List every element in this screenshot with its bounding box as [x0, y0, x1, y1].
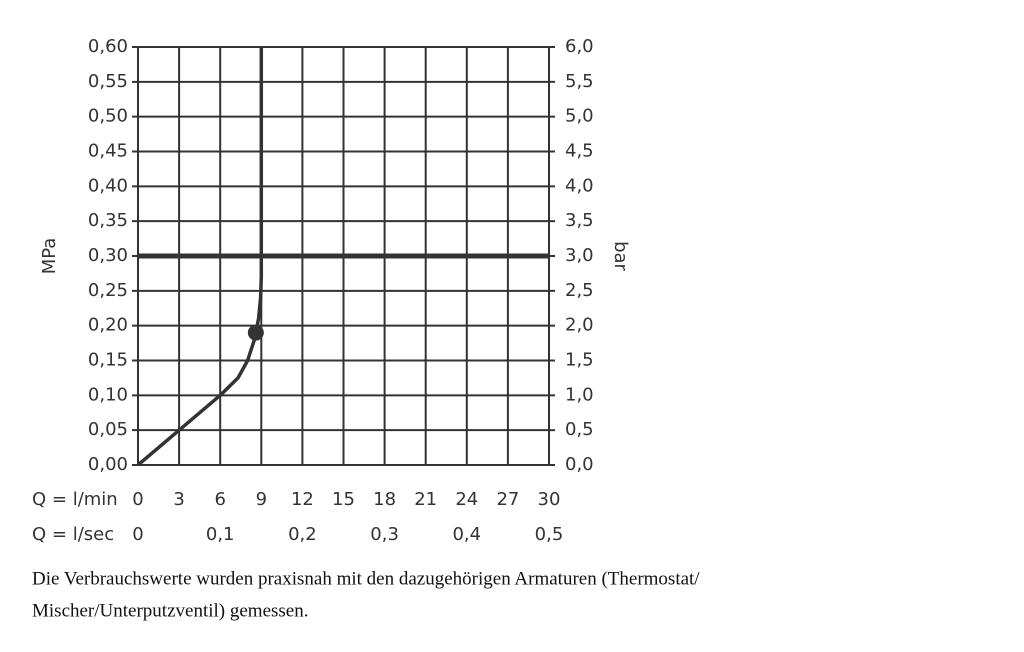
y2-tick-label: 2,0: [565, 315, 594, 336]
y2-tick-label: 0,0: [565, 454, 594, 475]
x-tick-label: 21: [414, 489, 437, 510]
x-tick-label: 6: [214, 489, 225, 510]
x2-tick-label: 0: [132, 524, 143, 545]
y2-tick-label: 4,0: [565, 175, 594, 196]
y2-tick-label: 4,5: [565, 141, 594, 162]
x-tick-label: 15: [332, 489, 355, 510]
x2-tick-label: 0,2: [288, 524, 317, 545]
caption-line: Mischer/Unterputzventil) gemessen.: [32, 600, 308, 621]
caption-line: Die Verbrauchswerte wurden praxisnah mit…: [32, 568, 700, 589]
operating-point: [247, 324, 264, 341]
y-tick-label: 0,60: [88, 36, 128, 57]
y2-tick-label: 5,5: [565, 71, 594, 92]
x-tick-label: 18: [373, 489, 396, 510]
y-tick-label: 0,25: [88, 280, 128, 301]
x-tick-label: 0: [132, 489, 143, 510]
x2-tick-label: 0,3: [370, 524, 399, 545]
x-axis-title: Q = l/min: [32, 489, 118, 510]
y-tick-label: 0,55: [88, 71, 128, 92]
y-tick-label: 0,15: [88, 350, 128, 371]
x-tick-label: 30: [538, 489, 561, 510]
x2-tick-label: 0,4: [452, 524, 481, 545]
y2-tick-label: 6,0: [565, 36, 594, 57]
y2-axis-title: bar: [610, 241, 631, 271]
y-tick-label: 0,50: [88, 106, 128, 127]
y2-tick-label: 3,0: [565, 245, 594, 266]
y-tick-label: 0,30: [88, 245, 128, 266]
y-tick-label: 0,45: [88, 141, 128, 162]
y-axis-title: MPa: [39, 238, 60, 275]
y2-tick-label: 1,0: [565, 384, 594, 405]
x-tick-label: 3: [173, 489, 184, 510]
x-tick-label: 12: [291, 489, 314, 510]
x-tick-label: 27: [496, 489, 519, 510]
y-tick-label: 0,40: [88, 175, 128, 196]
x-tick-label: 9: [256, 489, 267, 510]
y-tick-label: 0,20: [88, 315, 128, 336]
y-tick-label: 0,35: [88, 210, 128, 231]
y-tick-label: 0,05: [88, 419, 128, 440]
x2-tick-label: 0,5: [535, 524, 564, 545]
x2-axis-title: Q = l/sec: [32, 524, 114, 545]
y2-tick-label: 5,0: [565, 106, 594, 127]
y-tick-label: 0,10: [88, 384, 128, 405]
y2-tick-label: 3,5: [565, 210, 594, 231]
x2-tick-label: 0,1: [206, 524, 235, 545]
y2-tick-label: 1,5: [565, 350, 594, 371]
y2-tick-label: 2,5: [565, 280, 594, 301]
y2-tick-label: 0,5: [565, 419, 594, 440]
y-tick-label: 0,00: [88, 454, 128, 475]
x-tick-label: 24: [455, 489, 478, 510]
